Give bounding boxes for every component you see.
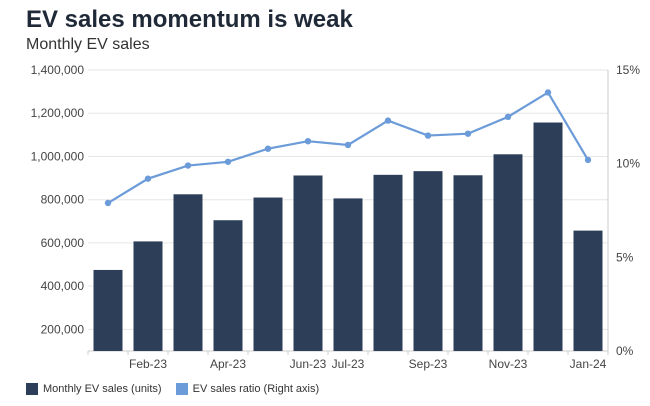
legend-item-bars: Monthly EV sales (units) xyxy=(26,383,162,395)
x-tick-label: Jul-23 xyxy=(332,357,365,371)
left-tick-label: 1,400,000 xyxy=(31,63,85,77)
ratio-point xyxy=(264,145,272,152)
bar-series xyxy=(93,122,603,351)
ratio-point xyxy=(144,175,152,182)
chart-title: EV sales momentum is weak xyxy=(26,6,353,33)
ratio-point xyxy=(184,162,192,169)
x-tick-label: Jun-23 xyxy=(290,357,327,371)
legend-swatch-bars xyxy=(26,383,38,395)
x-axis-ticks: Feb-23 Apr-23 Jun-23 Jul-23 Sep-23 Nov-23 Jan-… xyxy=(129,357,607,371)
legend-swatch-line xyxy=(175,383,188,395)
right-tick-label: 15% xyxy=(616,63,640,77)
ratio-point xyxy=(304,137,312,145)
right-tick-label: 0% xyxy=(616,344,634,358)
bar xyxy=(213,220,243,351)
bar xyxy=(493,154,523,351)
line-series xyxy=(104,89,592,207)
left-tick-label: 600,000 xyxy=(41,236,85,250)
left-tick-label: 800,000 xyxy=(41,193,85,207)
ratio-point xyxy=(104,199,112,207)
bar xyxy=(293,175,323,351)
bar xyxy=(133,241,163,351)
x-tick-label: Apr-23 xyxy=(210,357,246,371)
ratio-point xyxy=(224,158,232,165)
x-tick-label: Nov-23 xyxy=(489,357,528,371)
bar xyxy=(573,230,603,351)
chart-subtitle: Monthly EV sales xyxy=(26,36,150,53)
ratio-point xyxy=(344,141,352,149)
ratio-point xyxy=(424,132,432,139)
bar xyxy=(173,194,203,351)
right-axis-ticks: 0% 5% 10% 15% xyxy=(616,63,640,358)
ratio-point xyxy=(544,89,552,96)
bar xyxy=(93,269,123,351)
left-tick-label: 200,000 xyxy=(41,322,85,336)
bar xyxy=(533,122,563,351)
left-tick-label: 1,000,000 xyxy=(31,149,85,163)
left-tick-label: 1,200,000 xyxy=(31,106,85,120)
bar xyxy=(453,175,483,351)
right-tick-label: 5% xyxy=(616,250,634,264)
legend-label-bars: Monthly EV sales (units) xyxy=(43,383,162,395)
ratio-point xyxy=(504,113,512,121)
ratio-point xyxy=(584,156,592,164)
ratio-point xyxy=(384,117,392,124)
bar xyxy=(333,198,363,351)
bar xyxy=(253,197,283,351)
x-tick-label: Sep-23 xyxy=(409,357,448,371)
right-tick-label: 10% xyxy=(616,157,640,171)
x-tick-label: Feb-23 xyxy=(129,357,167,371)
left-axis-ticks: 200,000 400,000 600,000 800,000 1,000,000 1,2… xyxy=(31,63,85,336)
x-tick-label: Jan-24 xyxy=(570,357,607,371)
legend-label-line: EV sales ratio (Right axis) xyxy=(192,383,320,395)
left-tick-label: 400,000 xyxy=(41,279,85,293)
legend-item-line: EV sales ratio (Right axis) xyxy=(175,383,320,395)
bar xyxy=(413,171,443,351)
legend: Monthly EV sales (units) EV sales ratio … xyxy=(26,383,319,395)
ratio-point xyxy=(464,130,472,137)
bar xyxy=(373,174,403,351)
